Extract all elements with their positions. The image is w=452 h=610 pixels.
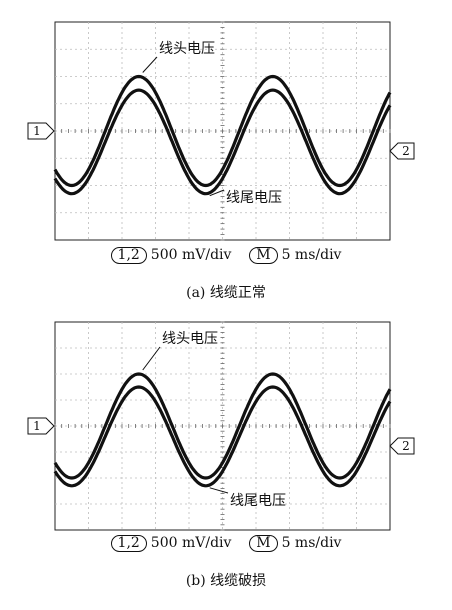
- trace-head: [53, 74, 392, 188]
- channel-1-marker-shape: [27, 122, 55, 140]
- volts-per-div-a: 500 mV/div: [150, 247, 232, 263]
- time-per-div-b: 5 ms/div: [281, 535, 342, 551]
- annotation-head-label: 线头电压: [162, 331, 218, 347]
- annotation-leader-head: [142, 346, 161, 371]
- channel-pill-b: 1,2: [110, 535, 147, 552]
- annotation-tail-label: 线尾电压: [226, 190, 282, 206]
- annotation-leader-head: [142, 56, 158, 73]
- channel-1-marker-label: 1: [33, 419, 41, 433]
- trace-tail: [53, 385, 392, 488]
- channel-2-marker-shape: [389, 142, 415, 160]
- channel-1-marker-shape: [27, 417, 55, 435]
- trace-head: [53, 372, 392, 480]
- annotation-leader-tail: [209, 189, 225, 197]
- annotation-tail-label: 线尾电压: [230, 493, 286, 509]
- channel-2-marker-shape: [389, 437, 415, 455]
- math-pill-b: M: [249, 535, 278, 552]
- volts-per-div-b: 500 mV/div: [150, 535, 232, 551]
- channel-1-marker: 1: [27, 417, 55, 435]
- caption-b: (b) 线缆破损: [185, 573, 267, 589]
- channel-pill-a: 1,2: [110, 247, 147, 264]
- caption-a: (a) 线缆正常: [186, 285, 266, 301]
- channel-2-marker: 2: [389, 437, 415, 455]
- trace-tail: [53, 88, 392, 196]
- channel-1-marker: 1: [27, 122, 55, 140]
- channel-1-marker-label: 1: [33, 124, 41, 138]
- channel-2-marker-label: 2: [402, 439, 410, 453]
- channel-2-marker: 2: [389, 142, 415, 160]
- annotation-leader-tail: [209, 487, 229, 494]
- math-pill-a: M: [249, 247, 278, 264]
- channel-2-marker-label: 2: [402, 144, 410, 158]
- time-per-div-a: 5 ms/div: [281, 247, 342, 263]
- annotation-head-label: 线头电压: [159, 41, 215, 57]
